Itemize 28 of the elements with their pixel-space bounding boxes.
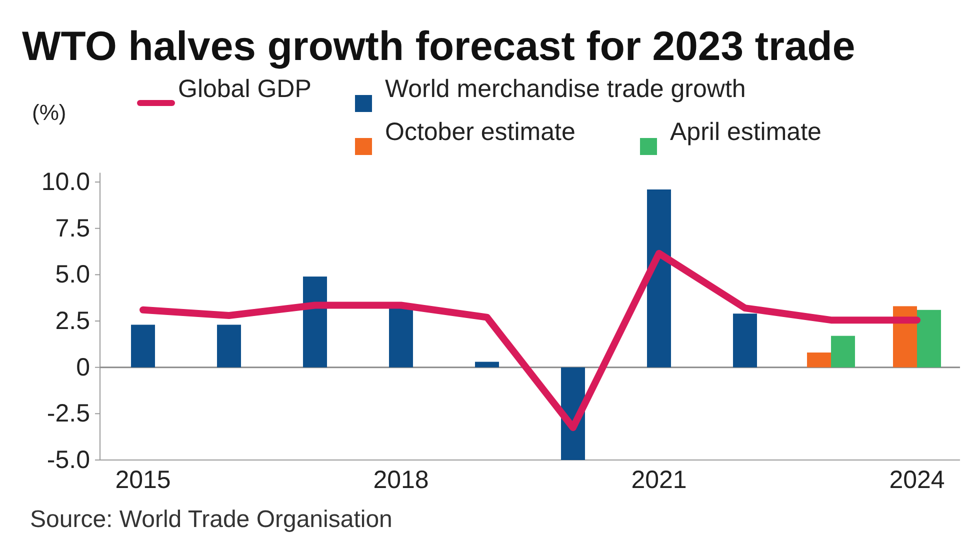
bar [131, 324, 155, 368]
x-tick-label: 2021 [631, 466, 687, 494]
legend-label: Global GDP [178, 75, 312, 103]
y-axis-title: (%) [32, 100, 66, 125]
x-tick-label: 2015 [115, 466, 171, 494]
bar [733, 314, 757, 368]
y-tick-label: 0 [76, 353, 90, 382]
bar [217, 324, 241, 368]
y-tick-label: 10.0 [41, 168, 90, 196]
bar [647, 189, 671, 368]
source-note: Source: World Trade Organisation [30, 506, 392, 533]
legend-label: October estimate [385, 118, 576, 146]
y-tick-label: -2.5 [46, 400, 90, 428]
bar [831, 336, 855, 368]
y-tick-label: 2.5 [55, 307, 90, 336]
legend-label: April estimate [670, 118, 822, 146]
x-tick-label: 2018 [373, 466, 429, 494]
bar [807, 352, 831, 368]
y-tick-label: 5.0 [55, 260, 90, 289]
bar [303, 276, 327, 368]
x-tick-label: 2024 [889, 466, 945, 494]
bar [389, 308, 413, 368]
chart-title: WTO halves growth forecast for 2023 trade [22, 23, 856, 69]
bar [917, 310, 941, 368]
y-tick-label: -5.0 [46, 446, 90, 474]
bar [475, 362, 499, 368]
legend-label: World merchandise trade growth [385, 75, 746, 103]
y-tick-label: 7.5 [55, 214, 90, 242]
